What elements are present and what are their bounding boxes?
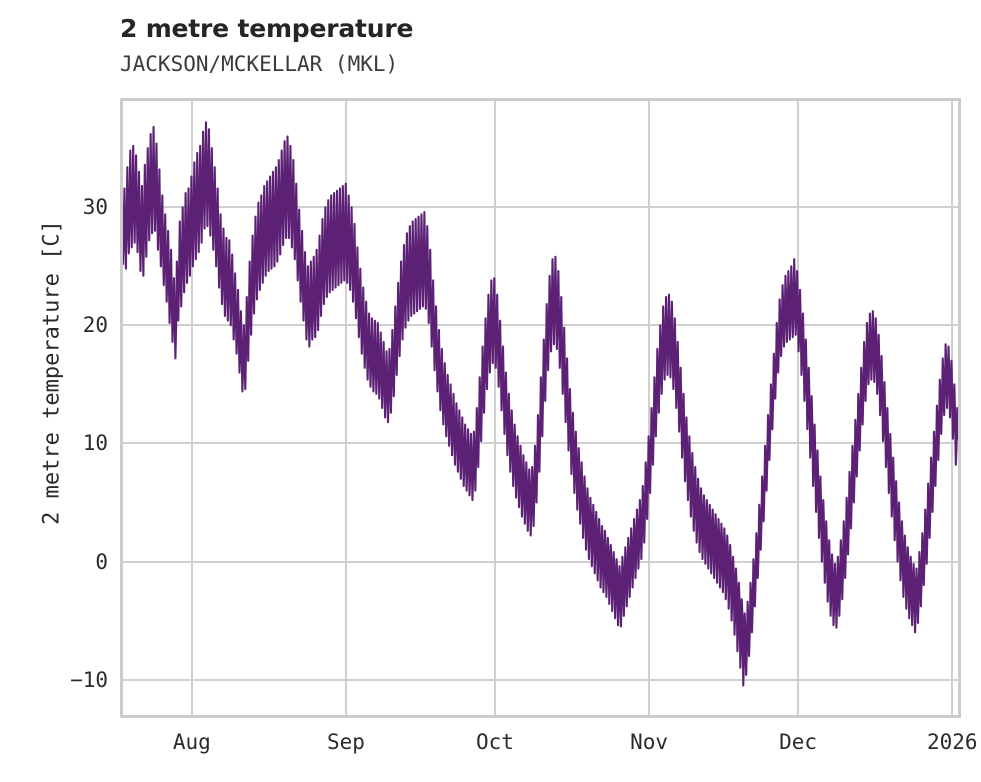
temperature-line-series: [123, 121, 958, 687]
x-tick-label: 2026: [926, 730, 978, 754]
x-tick-label: Nov: [630, 730, 669, 754]
y-tick-label: 10: [82, 431, 108, 456]
gridline-vertical: [493, 101, 496, 715]
gridline-horizontal: [123, 560, 958, 563]
plot-inner: [123, 101, 958, 715]
x-tick-label: Aug: [172, 730, 211, 754]
x-tick-label: Dec: [779, 730, 818, 754]
x-tick-label: Sep: [326, 730, 365, 754]
y-tick-label: 20: [82, 313, 108, 338]
series-path: [123, 121, 958, 687]
gridline-horizontal: [123, 324, 958, 327]
x-tick-label: Oct: [476, 730, 514, 754]
gridline-vertical: [797, 101, 800, 715]
chart-subtitle: JACKSON/MCKELLAR (MKL): [120, 52, 399, 76]
y-tick-label: 30: [82, 195, 108, 220]
gridline-vertical: [344, 101, 347, 715]
page-title: 2 metre temperature: [120, 14, 414, 43]
plot-area: [120, 98, 961, 718]
x-axis-tick-labels: Aug Sep Oct Nov Dec 2026: [120, 730, 978, 770]
y-tick-label: 0: [95, 549, 108, 574]
gridline-horizontal: [123, 206, 958, 209]
gridline-horizontal: [123, 678, 958, 681]
gridline-vertical: [190, 101, 193, 715]
y-axis-tick-labels: −10 0 10 20 30: [0, 98, 108, 718]
y-tick-label: −10: [70, 667, 108, 692]
gridline-vertical: [648, 101, 651, 715]
